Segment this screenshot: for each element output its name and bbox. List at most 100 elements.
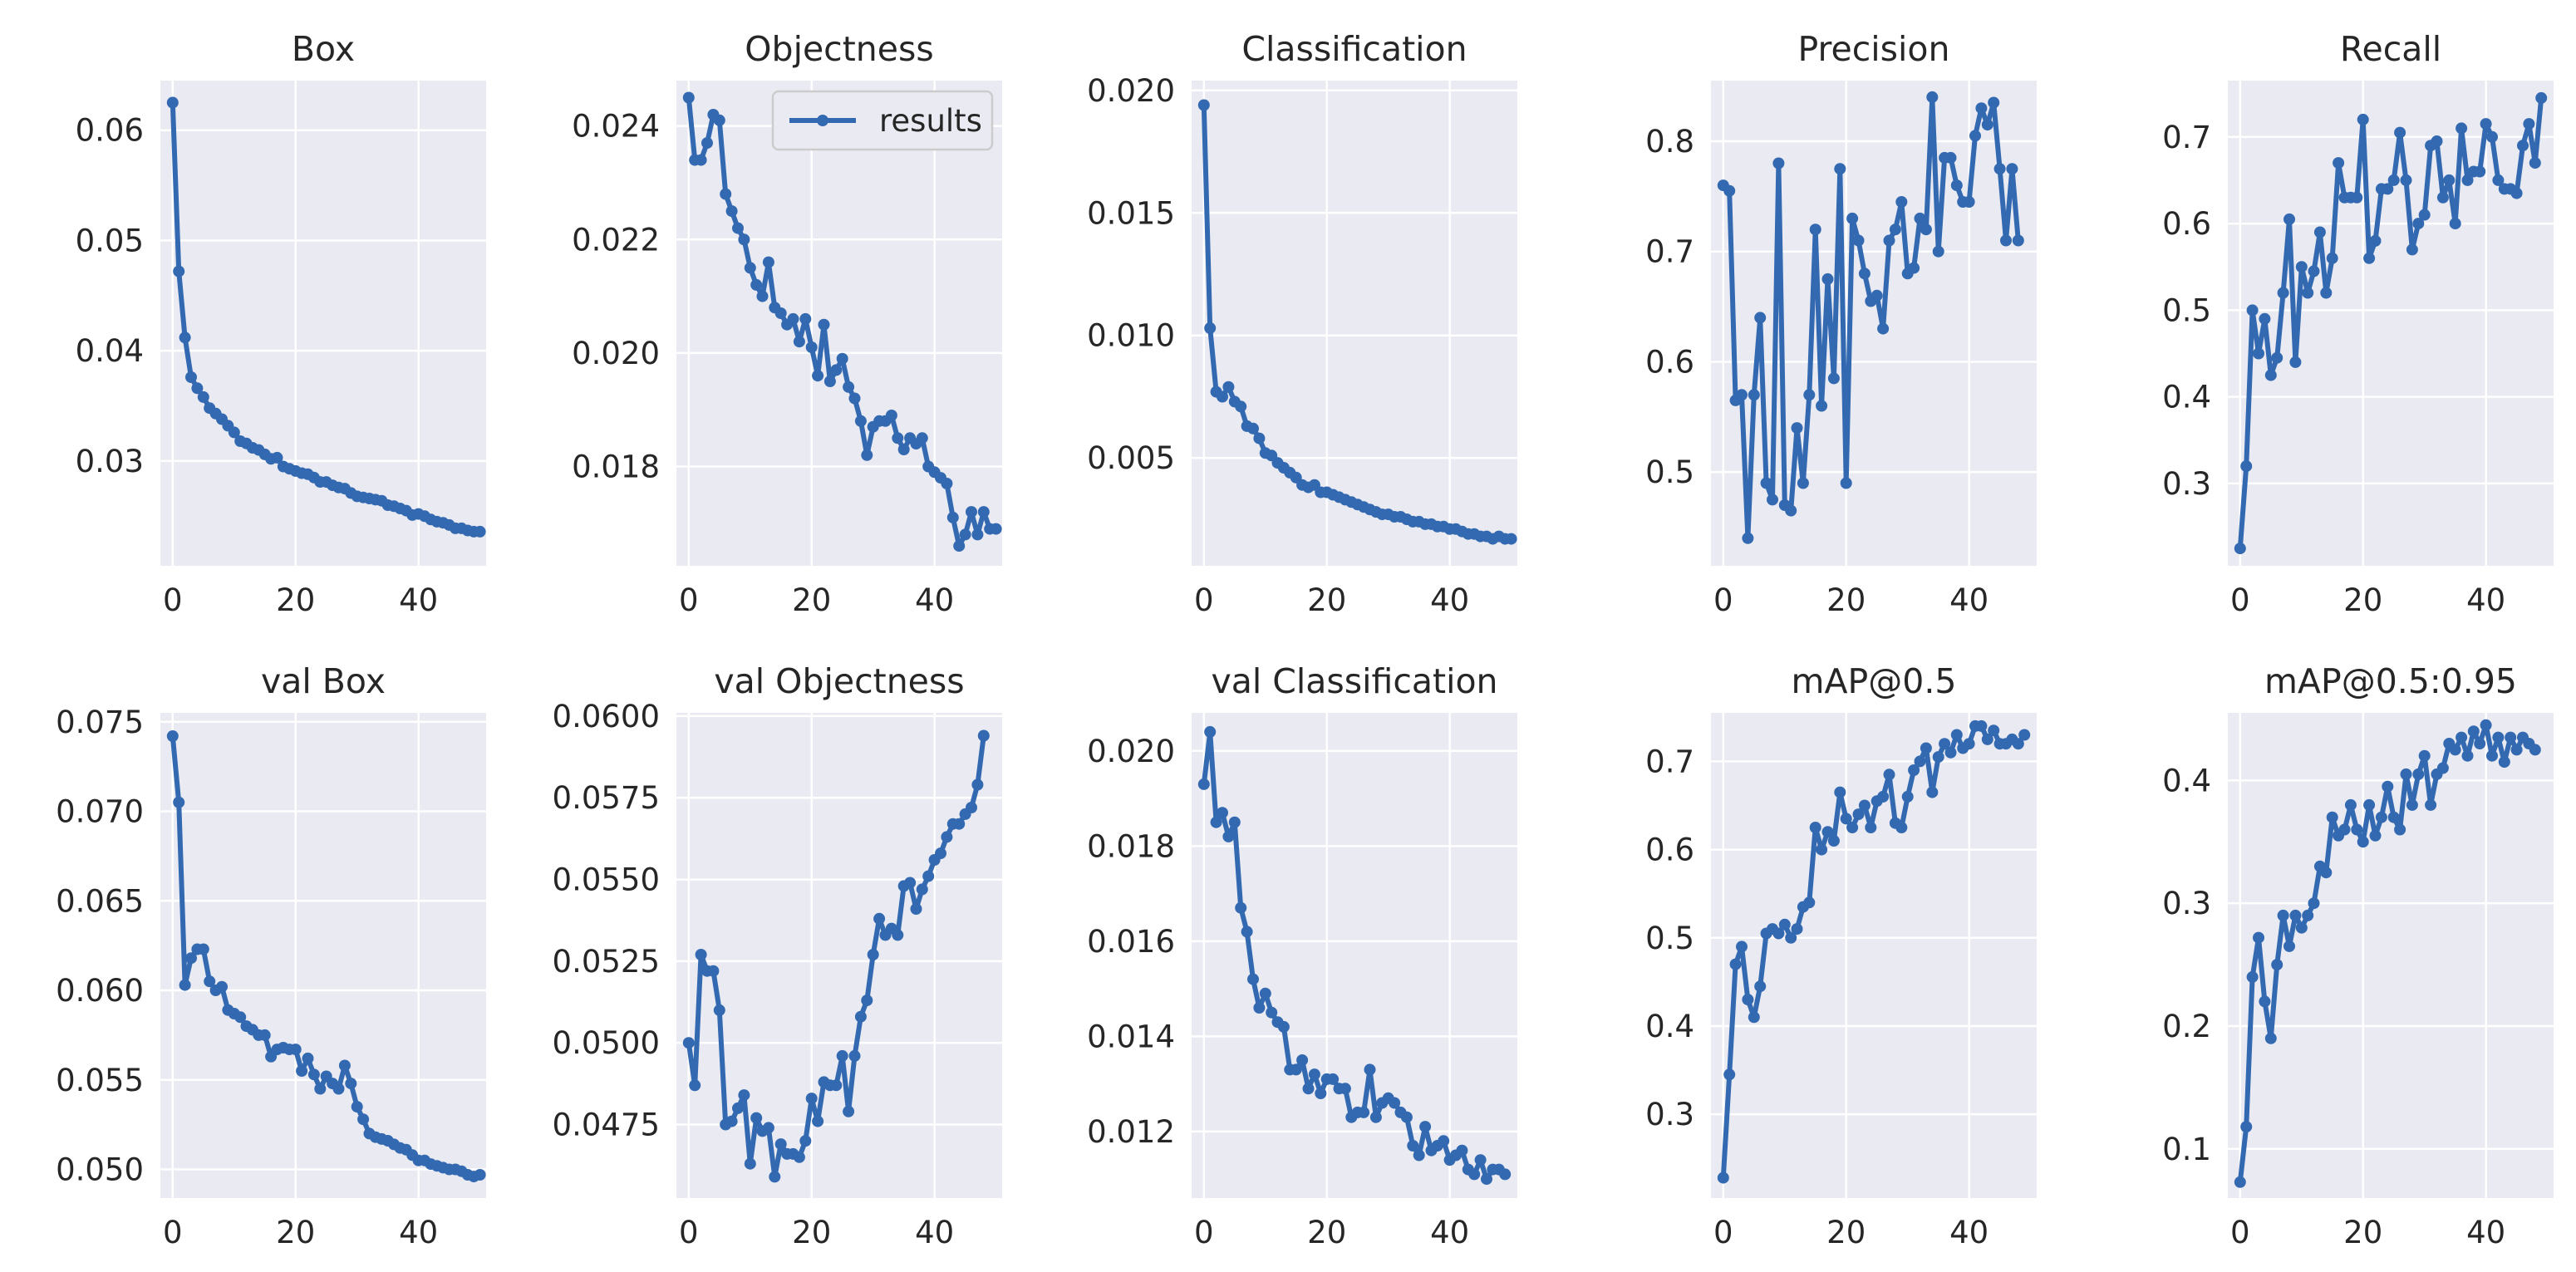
data-point: [1217, 807, 1228, 819]
data-point: [1296, 1054, 1309, 1066]
data-point: [1772, 927, 1785, 940]
data-point: [769, 1171, 781, 1183]
plot-area: [2228, 81, 2554, 566]
data-point: [302, 1052, 314, 1064]
data-point: [2302, 909, 2314, 921]
data-point: [2240, 460, 2253, 473]
data-point: [1247, 422, 1259, 435]
data-point: [750, 1112, 763, 1124]
data-point: [861, 449, 873, 461]
data-point: [1963, 738, 1975, 750]
data-point: [1846, 212, 1859, 224]
data-point: [2418, 749, 2431, 762]
data-point: [805, 341, 818, 353]
data-point: [2535, 91, 2548, 104]
data-point: [2449, 218, 2461, 230]
data-point: [1969, 130, 1981, 142]
data-point: [2308, 265, 2320, 277]
data-point: [713, 114, 725, 126]
data-point: [1889, 223, 1901, 236]
data-point: [689, 1079, 701, 1092]
data-point: [332, 1083, 345, 1095]
data-point: [166, 730, 179, 742]
data-point: [2313, 226, 2326, 238]
x-tick-label: 20: [1307, 1215, 1346, 1250]
data-point: [179, 979, 191, 991]
data-point: [2400, 768, 2412, 780]
y-tick-label: 0.6: [1645, 344, 1694, 380]
data-point: [2259, 995, 2271, 1008]
data-point: [2357, 113, 2369, 125]
data-point: [1975, 102, 1988, 115]
data-point: [1950, 729, 1963, 741]
data-point: [1197, 99, 1210, 111]
data-point: [854, 1010, 867, 1023]
data-point: [1389, 1097, 1401, 1109]
data-point: [1204, 725, 1217, 738]
data-point: [2289, 909, 2302, 921]
data-point: [2018, 729, 2031, 741]
data-point: [725, 1115, 738, 1127]
panel-val-objectness: 0 20 40 0.0475 0.0500 0.0525 0.0550 0.0575 0.060…: [553, 661, 1002, 1250]
data-point: [1895, 822, 1908, 833]
data-point: [345, 1078, 357, 1090]
x-tick-label: 0: [163, 1215, 183, 1250]
y-tick-label: 0.020: [1087, 73, 1175, 109]
data-point: [1717, 1171, 1729, 1184]
data-point: [1846, 822, 1859, 833]
data-point: [1993, 163, 2006, 175]
data-point: [1754, 312, 1767, 324]
data-point: [307, 1068, 320, 1081]
plot-area: [1192, 81, 1517, 566]
data-point: [1358, 1106, 1370, 1118]
data-point: [2467, 725, 2480, 738]
data-point: [2320, 867, 2333, 879]
data-point: [873, 912, 886, 925]
data-point: [836, 1049, 848, 1062]
data-point: [2271, 959, 2283, 971]
data-point: [1235, 400, 1247, 413]
data-point: [750, 278, 763, 291]
data-point: [756, 290, 769, 302]
data-point: [1400, 1111, 1413, 1123]
data-point: [843, 381, 855, 393]
data-point: [296, 1065, 308, 1077]
data-point: [892, 929, 904, 941]
data-point: [2406, 243, 2418, 256]
data-point: [1827, 835, 1840, 847]
data-point: [774, 1138, 787, 1151]
y-tick-label: 0.050: [56, 1152, 144, 1188]
data-point: [904, 877, 917, 889]
x-tick-label: 20: [276, 582, 315, 618]
data-point: [744, 1157, 756, 1170]
data-point: [953, 818, 966, 830]
data-point: [2012, 738, 2024, 750]
x-tick-label: 0: [1194, 582, 1214, 618]
y-tick-label: 0.012: [1087, 1114, 1175, 1150]
data-point: [1222, 381, 1235, 393]
data-point: [1247, 973, 1259, 985]
data-point: [1858, 268, 1871, 280]
x-tick-label: 40: [399, 1215, 438, 1250]
y-tick-label: 0.018: [1087, 828, 1175, 864]
data-point: [2492, 174, 2505, 186]
data-point: [185, 371, 197, 383]
y-tick-label: 0.3: [2162, 466, 2211, 502]
data-point: [271, 451, 283, 464]
data-point: [1988, 96, 2000, 109]
data-point: [2456, 122, 2468, 135]
y-tick-label: 0.014: [1087, 1019, 1175, 1054]
x-tick-label: 0: [1713, 1215, 1733, 1250]
panel-title: Classification: [1241, 29, 1467, 69]
x-tick-label: 20: [2343, 1215, 2382, 1250]
data-point: [1736, 389, 1748, 401]
data-point: [2436, 191, 2449, 204]
data-point: [234, 1011, 247, 1024]
y-tick-label: 0.3: [1645, 1097, 1694, 1132]
data-point: [1277, 1020, 1290, 1033]
y-tick-label: 0.03: [76, 444, 144, 479]
data-point: [848, 392, 861, 405]
data-point: [2264, 1032, 2277, 1044]
data-point: [1302, 1083, 1315, 1095]
panel-title: val Objectness: [714, 661, 964, 701]
